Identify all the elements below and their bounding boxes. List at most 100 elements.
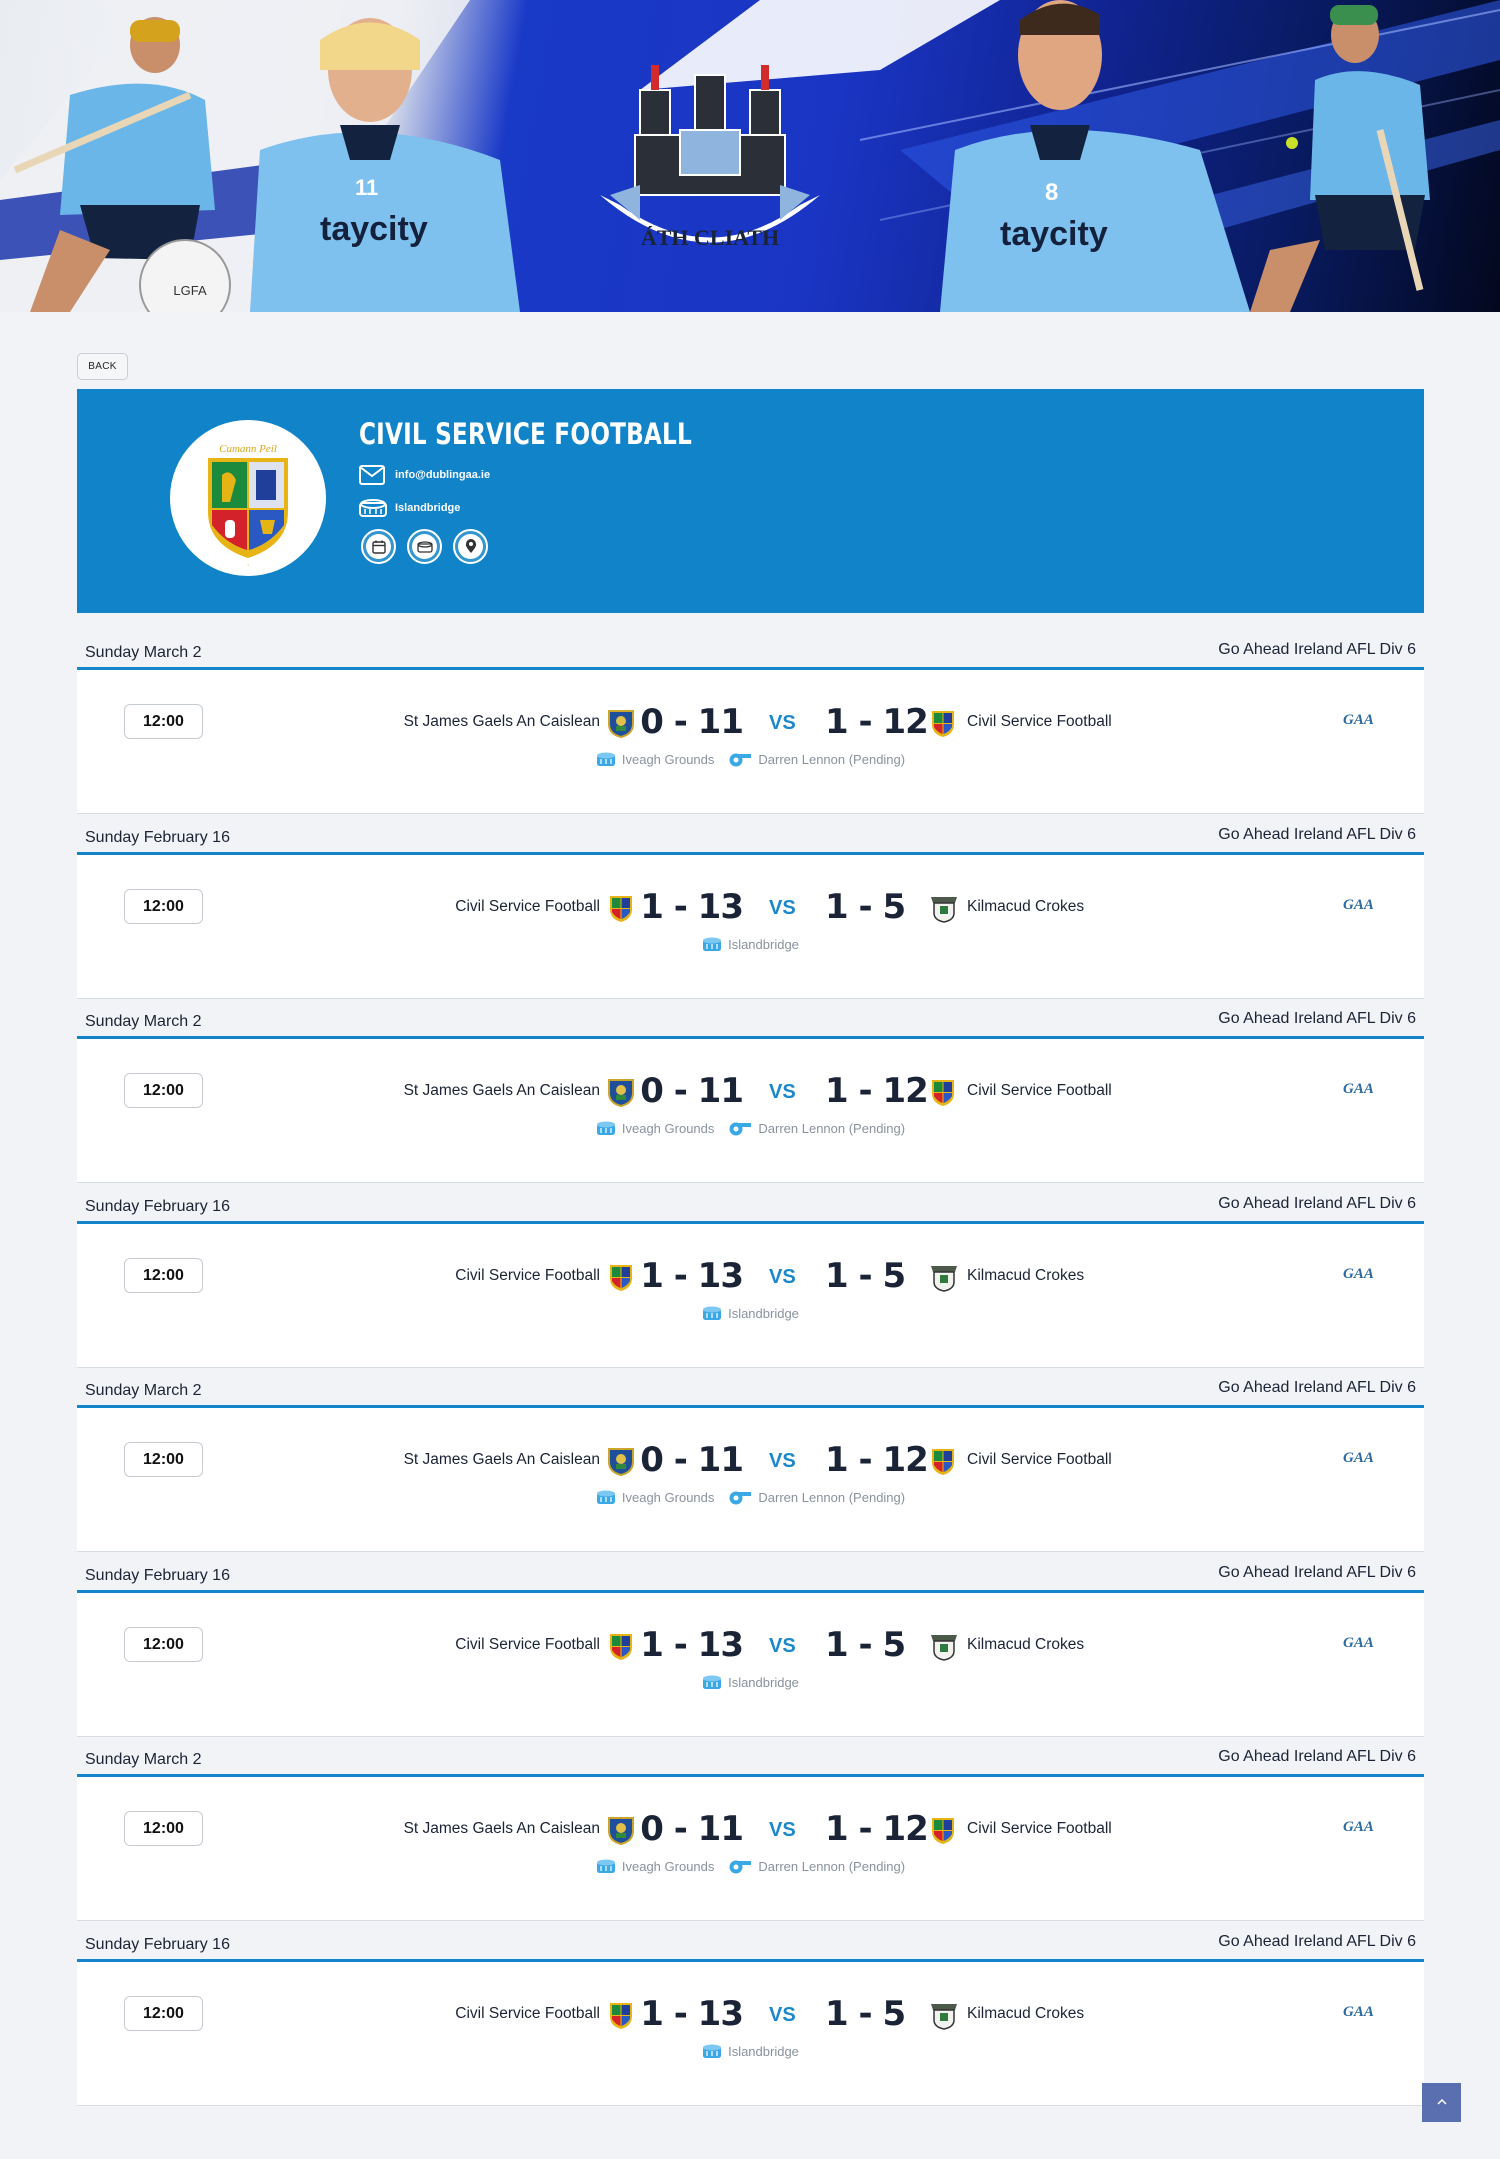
club-email-row[interactable]: info@dublingaa.ie: [359, 465, 490, 485]
venue-name: Islandbridge: [728, 936, 799, 952]
home-team-name[interactable]: Civil Service Football: [455, 898, 600, 915]
gaa-logo-icon: GAA: [1343, 1817, 1377, 1835]
away-score: 1 - 5: [825, 1994, 906, 2034]
fixture-competition[interactable]: Go Ahead Ireland AFL Div 6: [1218, 641, 1416, 658]
location-pin-icon: [458, 534, 483, 559]
venue-info: Iveagh Grounds: [596, 1120, 714, 1136]
away-team-crest: [929, 1631, 957, 1661]
vs-label: VS: [769, 1450, 796, 1472]
whistle-icon: [728, 751, 752, 767]
fixture-card[interactable]: Sunday February 16 Go Ahead Ireland AFL …: [77, 1922, 1424, 2106]
away-team-crest: [929, 1262, 957, 1292]
fixture-card[interactable]: Sunday March 2 Go Ahead Ireland AFL Div …: [77, 1737, 1424, 1921]
fixture-header: Sunday March 2 Go Ahead Ireland AFL Div …: [77, 630, 1424, 670]
club-header-card: Cumann Peil · CIVIL SERVICE FOOTBALL inf…: [77, 389, 1424, 613]
fixture-time: 12:00: [124, 1073, 203, 1108]
home-team-name[interactable]: St James Gaels An Caislean: [403, 1820, 600, 1837]
away-score: 1 - 12: [825, 702, 929, 742]
home-score: 1 - 13: [640, 887, 744, 927]
referee-name: Darren Lennon (Pending): [758, 751, 906, 767]
referee-info: Darren Lennon (Pending): [728, 1858, 905, 1874]
player-figure-4: [1250, 5, 1430, 312]
fixture-meta: Islandbridge: [77, 2043, 1424, 2059]
stadium-icon: [596, 1120, 616, 1136]
fixture-competition[interactable]: Go Ahead Ireland AFL Div 6: [1218, 1748, 1416, 1765]
home-team-name[interactable]: Civil Service Football: [455, 1267, 600, 1284]
fixture-competition[interactable]: Go Ahead Ireland AFL Div 6: [1218, 1933, 1416, 1950]
home-score: 0 - 11: [640, 702, 744, 742]
referee-name: Darren Lennon (Pending): [758, 1120, 906, 1136]
fixture-card[interactable]: Sunday March 2 Go Ahead Ireland AFL Div …: [77, 630, 1424, 814]
home-team-name[interactable]: Civil Service Football: [455, 2005, 600, 2022]
svg-text:GAA: GAA: [1343, 712, 1374, 728]
fixture-card[interactable]: Sunday March 2 Go Ahead Ireland AFL Div …: [77, 999, 1424, 1183]
calendar-button[interactable]: [361, 529, 396, 564]
fixture-date: Sunday March 2: [85, 644, 202, 661]
fixture-card[interactable]: Sunday February 16 Go Ahead Ireland AFL …: [77, 1184, 1424, 1368]
away-team-name[interactable]: Kilmacud Crokes: [967, 898, 1085, 915]
club-email[interactable]: info@dublingaa.ie: [395, 469, 491, 481]
ball-text: LGFA: [173, 283, 207, 298]
fixture-competition[interactable]: Go Ahead Ireland AFL Div 6: [1218, 1010, 1416, 1027]
fixture-time: 12:00: [124, 1258, 203, 1293]
fixture-competition[interactable]: Go Ahead Ireland AFL Div 6: [1218, 1379, 1416, 1396]
hero-artwork: LGFA taycity 11 ÁTH CLIATH: [0, 0, 1500, 312]
fixture-body: 12:00 St James Gaels An Caislean 0 - 11 …: [77, 1039, 1424, 1183]
fixture-card[interactable]: Sunday March 2 Go Ahead Ireland AFL Div …: [77, 1368, 1424, 1552]
fixture-date: Sunday March 2: [85, 1751, 202, 1768]
fixture-card[interactable]: Sunday February 16 Go Ahead Ireland AFL …: [77, 815, 1424, 999]
away-team-name[interactable]: Civil Service Football: [967, 1451, 1112, 1468]
fixture-date: Sunday February 16: [85, 1567, 230, 1584]
fixture-body: 12:00 Civil Service Football 1 - 13 VS 1…: [77, 1593, 1424, 1737]
vs-label: VS: [769, 712, 796, 734]
crest-text: ÁTH CLIATH: [641, 225, 779, 250]
gaa-logo-icon: GAA: [1343, 710, 1377, 728]
home-team-crest: [607, 2000, 635, 2030]
away-team-name[interactable]: Kilmacud Crokes: [967, 2005, 1085, 2022]
fixture-competition[interactable]: Go Ahead Ireland AFL Div 6: [1218, 826, 1416, 843]
gaa-logo-icon: GAA: [1343, 1448, 1377, 1466]
fixture-meta: Iveagh Grounds Darren Lennon (Pending): [77, 1858, 1424, 1874]
home-score: 0 - 11: [640, 1809, 744, 1849]
location-button[interactable]: [453, 529, 488, 564]
fixture-body: 12:00 Civil Service Football 1 - 13 VS 1…: [77, 1962, 1424, 2106]
home-team-name[interactable]: Civil Service Football: [455, 1636, 600, 1653]
fixture-card[interactable]: Sunday February 16 Go Ahead Ireland AFL …: [77, 1553, 1424, 1737]
stadium-icon: [702, 2043, 722, 2059]
home-team-crest: [607, 708, 635, 739]
away-team-name[interactable]: Civil Service Football: [967, 1082, 1112, 1099]
vs-label: VS: [769, 1081, 796, 1103]
home-team-name[interactable]: St James Gaels An Caislean: [403, 713, 600, 730]
away-team-name[interactable]: Civil Service Football: [967, 1820, 1112, 1837]
fixture-time: 12:00: [124, 889, 203, 924]
dublin-crest: ÁTH CLIATH: [600, 65, 820, 250]
svg-text:GAA: GAA: [1343, 1266, 1374, 1282]
away-score: 1 - 5: [825, 1625, 906, 1665]
svg-text:GAA: GAA: [1343, 897, 1374, 913]
fixture-competition[interactable]: Go Ahead Ireland AFL Div 6: [1218, 1195, 1416, 1212]
away-team-name[interactable]: Kilmacud Crokes: [967, 1267, 1085, 1284]
venue-info: Islandbridge: [702, 936, 799, 952]
home-team-name[interactable]: St James Gaels An Caislean: [403, 1082, 600, 1099]
calendar-icon: [366, 534, 391, 559]
svg-text:GAA: GAA: [1343, 2004, 1374, 2020]
fixture-date: Sunday February 16: [85, 829, 230, 846]
scroll-top-button[interactable]: [1422, 2083, 1461, 2122]
away-team-name[interactable]: Kilmacud Crokes: [967, 1636, 1085, 1653]
away-team-crest: [929, 1077, 957, 1107]
back-button[interactable]: BACK: [77, 353, 128, 380]
stadium-button[interactable]: [407, 529, 442, 564]
sponsor-text-left: taycity: [320, 210, 428, 248]
whistle-icon: [728, 1858, 752, 1874]
club-name: CIVIL SERVICE FOOTBALL: [359, 417, 692, 451]
home-team-name[interactable]: St James Gaels An Caislean: [403, 1451, 600, 1468]
fixture-header: Sunday February 16 Go Ahead Ireland AFL …: [77, 1184, 1424, 1224]
fixture-meta: Iveagh Grounds Darren Lennon (Pending): [77, 1120, 1424, 1136]
fixture-body: 12:00 St James Gaels An Caislean 0 - 11 …: [77, 1777, 1424, 1921]
away-team-name[interactable]: Civil Service Football: [967, 713, 1112, 730]
fixture-meta: Islandbridge: [77, 1305, 1424, 1321]
fixture-header: Sunday February 16 Go Ahead Ireland AFL …: [77, 815, 1424, 855]
fixture-time: 12:00: [124, 1442, 203, 1477]
away-score: 1 - 12: [825, 1809, 929, 1849]
fixture-competition[interactable]: Go Ahead Ireland AFL Div 6: [1218, 1564, 1416, 1581]
